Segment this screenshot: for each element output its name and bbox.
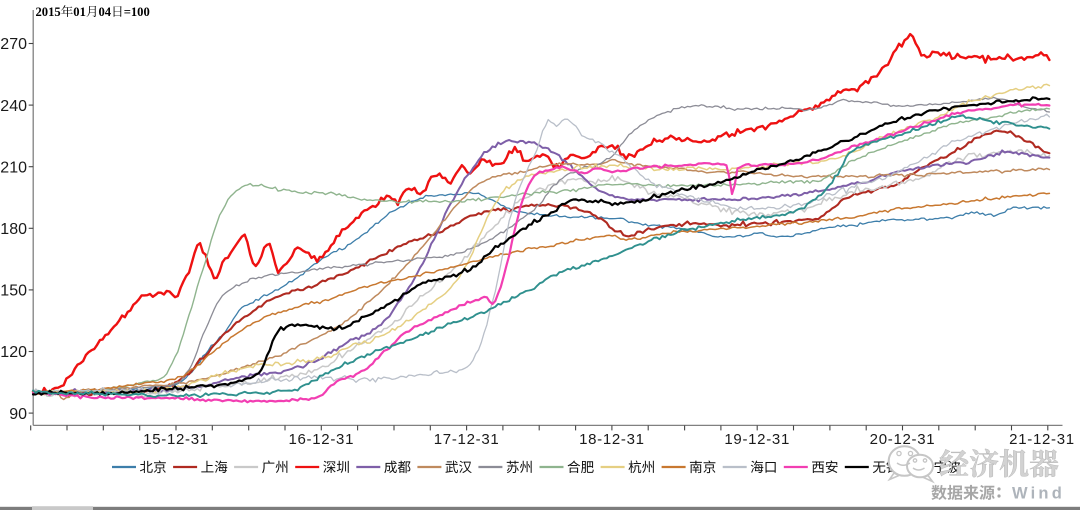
- svg-text:210: 210: [0, 159, 27, 176]
- svg-text:150: 150: [0, 283, 27, 300]
- svg-text:20-12-31: 20-12-31: [870, 431, 936, 448]
- svg-text:=100: =100: [124, 5, 150, 19]
- svg-text:17-12-31: 17-12-31: [434, 431, 500, 448]
- svg-text:270: 270: [0, 36, 27, 53]
- svg-text:19-12-31: 19-12-31: [724, 431, 790, 448]
- svg-text:18-12-31: 18-12-31: [579, 431, 645, 448]
- svg-text:Wind: Wind: [1012, 485, 1065, 503]
- svg-text:120: 120: [0, 344, 27, 361]
- svg-text:21-12-31: 21-12-31: [1009, 431, 1075, 448]
- svg-text:240: 240: [0, 98, 27, 115]
- svg-text:16-12-31: 16-12-31: [288, 431, 354, 448]
- svg-text:90: 90: [9, 406, 27, 423]
- svg-text:2015: 2015: [36, 5, 61, 19]
- svg-text:180: 180: [0, 221, 27, 238]
- svg-text:01: 01: [73, 5, 86, 19]
- svg-text:15-12-31: 15-12-31: [143, 431, 209, 448]
- svg-text:04: 04: [99, 5, 112, 19]
